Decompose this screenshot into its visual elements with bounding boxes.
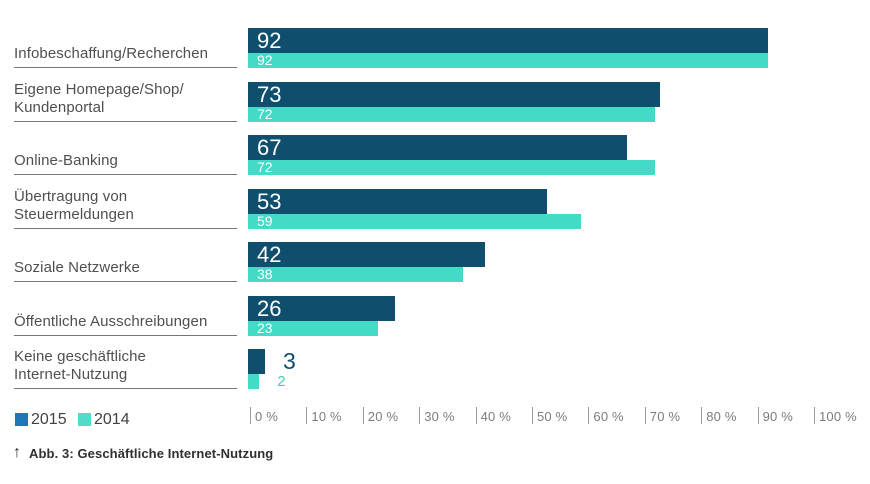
category-label: Infobeschaffung/Recherchen <box>14 45 237 63</box>
bar-2014: 59 <box>248 212 582 229</box>
axis-tick-label: 90 % <box>762 409 794 424</box>
bar-2015: 92 <box>248 28 768 53</box>
category-underline <box>14 281 237 283</box>
value-2014: 92 <box>257 52 273 68</box>
value-2014: 59 <box>257 212 273 229</box>
axis-tick <box>419 407 421 424</box>
legend-label-2014: 2014 <box>94 411 130 428</box>
bar-2015: 26 <box>248 295 395 321</box>
category-underline <box>14 334 237 336</box>
category-underline <box>14 67 237 68</box>
value-2015: 53 <box>257 188 282 214</box>
axis-tick-label: 80 % <box>706 409 737 424</box>
value-2015: 92 <box>257 28 282 53</box>
bar-2014 <box>248 374 260 390</box>
axis-tick-label: 0 % <box>255 409 279 424</box>
axis-tick-label: 50 % <box>537 409 568 424</box>
value-2015: 26 <box>257 295 282 321</box>
figure-caption: ↑ Abb. 3: Geschäftliche Internet-Nutzung <box>13 444 273 462</box>
axis-tick <box>701 407 703 424</box>
axis-tick-label: 10 % <box>311 409 342 424</box>
category-label: Soziale Netzwerke <box>14 259 237 277</box>
category-label-line: Soziale Netzwerke <box>14 259 140 277</box>
axis-tick-label: 70 % <box>649 409 681 424</box>
category-label-line: Infobeschaffung/Recherchen <box>14 45 209 62</box>
category-label-line: Kundenportal <box>14 98 105 116</box>
bar-2015: 67 <box>248 135 627 161</box>
axis-tick-label: 20 % <box>367 409 399 424</box>
bar-2014: 72 <box>248 159 655 176</box>
value-2014: 23 <box>257 319 273 336</box>
category-label-line: Internet-Nutzung <box>14 366 128 384</box>
bar-2014: 92 <box>248 53 768 68</box>
category-label-line: Keine geschäftliche <box>14 348 146 366</box>
value-2015: 73 <box>257 81 282 107</box>
bar-2014: 23 <box>248 319 378 336</box>
axis-tick <box>757 407 759 424</box>
category-label-line: Eigene Homepage/Shop/ <box>14 80 184 98</box>
axis-tick-label: 100 % <box>819 409 857 424</box>
legend-label-2015: 2015 <box>31 411 67 428</box>
value-2014: 72 <box>257 105 273 122</box>
legend-swatch-2015 <box>15 413 28 426</box>
category-label-line: Steuermeldungen <box>14 205 134 223</box>
value-2014: 72 <box>257 159 273 176</box>
category-label: Öffentliche Ausschreibungen <box>14 313 237 331</box>
legend-swatch-2014 <box>78 413 91 426</box>
category-underline <box>14 120 237 122</box>
category-label: Eigene Homepage/Shop/Kundenportal <box>14 81 237 117</box>
bar-2014: 38 <box>248 266 463 283</box>
value-2014: 38 <box>257 266 273 283</box>
axis-tick-label: 40 % <box>480 409 512 424</box>
axis-tick <box>644 407 646 424</box>
axis-tick <box>814 407 815 424</box>
category-label: Übertragung von Steuermeldungen <box>14 188 237 224</box>
bar-2015: 42 <box>248 242 486 268</box>
axis-tick <box>250 407 251 424</box>
axis-tick <box>362 407 364 424</box>
axis-tick <box>588 407 590 424</box>
category-underline <box>14 227 237 229</box>
category-underline <box>14 388 237 390</box>
axis-tick-label: 30 % <box>424 409 455 424</box>
axis-tick <box>475 407 477 424</box>
value-2015: 3 <box>282 348 296 375</box>
bar-2015: 73 <box>248 81 661 107</box>
category-label-line: Übertragung von <box>14 187 128 205</box>
value-2015: 67 <box>257 135 282 161</box>
axis-tick-label: 60 % <box>593 409 624 424</box>
caption-text: Abb. 3: Geschäftliche Internet-Nutzung <box>29 445 274 461</box>
axis-tick <box>306 407 308 424</box>
value-2014: 2 <box>277 373 286 391</box>
category-label-line: Online-Banking <box>14 152 118 170</box>
bar-2015 <box>248 349 265 375</box>
bar-2015: 53 <box>248 188 548 214</box>
bar-2014: 72 <box>248 105 655 122</box>
category-label: Online-Banking <box>14 152 237 170</box>
category-label: Keine geschäftliche Internet-Nutzung <box>14 348 237 384</box>
axis-tick <box>532 407 533 424</box>
up-arrow-icon: ↑ <box>13 444 21 461</box>
category-underline <box>14 174 237 176</box>
category-label-line: Öffentliche Ausschreibungen <box>14 312 208 330</box>
value-2015: 42 <box>257 242 282 268</box>
